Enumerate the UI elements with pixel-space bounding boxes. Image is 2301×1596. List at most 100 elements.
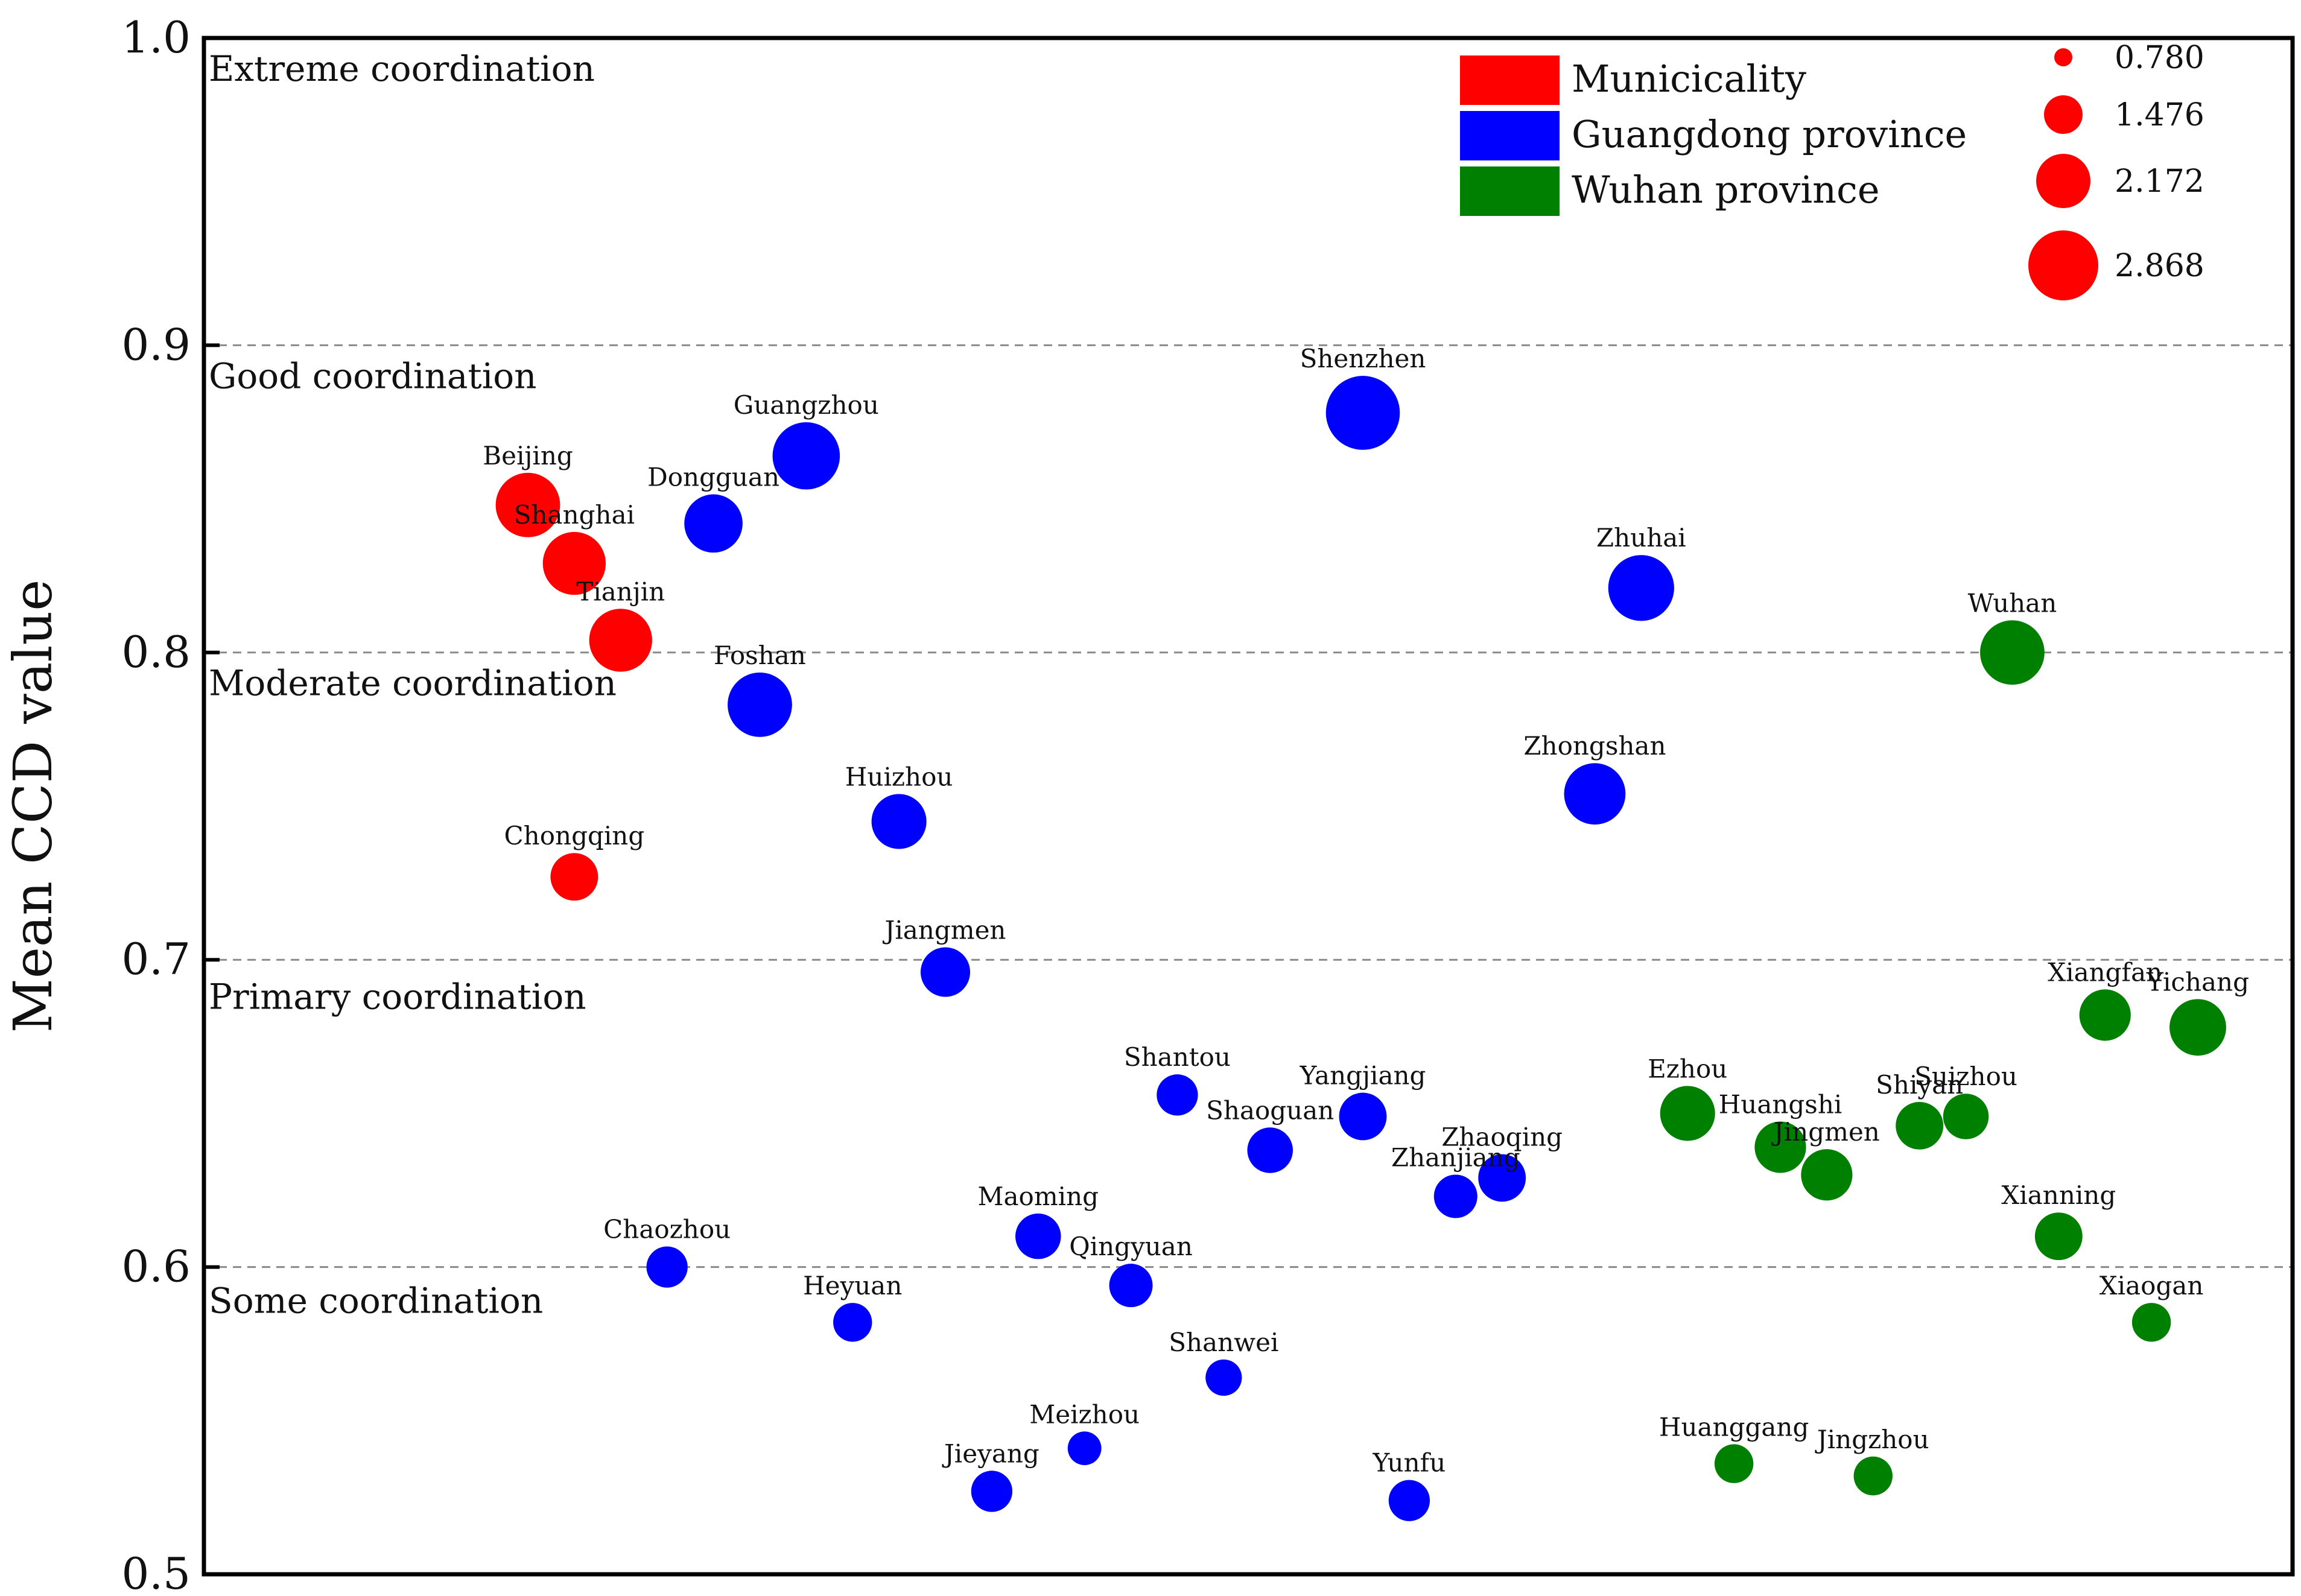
data-point-huanggang [1714,1444,1754,1483]
city-label: Maoming [978,1182,1099,1211]
city-label: Zhuhai [1596,523,1686,553]
data-point-shenzhen [1325,376,1400,450]
city-label: Jingmen [1771,1117,1880,1147]
data-point-jingzhou [1853,1456,1893,1496]
city-label: Huangshi [1719,1089,1842,1119]
city-label: Foshan [714,641,806,670]
city-label: Heyuan [803,1271,902,1300]
city-label: Yangjiang [1300,1061,1426,1091]
city-label: Ezhou [1648,1054,1727,1083]
legend: Municicality Guangdong province Wuhan prov… [1460,40,2204,300]
y-axis-title: Mean CCD value [2,580,64,1033]
band-label: Extreme coordination [209,48,595,89]
band-label: Good coordination [209,355,537,396]
legend-size-label: 1.476 [2115,97,2204,133]
data-point-ezhou [1660,1086,1715,1141]
city-label: Xiaogan [2099,1271,2204,1300]
legend-label-wuhan: Wuhan province [1572,168,1880,212]
legend-size-circle [2028,230,2098,300]
data-point-dongguan [684,494,743,553]
legend-size-circle [2036,154,2090,208]
city-label: Shiyan [1876,1070,1963,1100]
city-label: Jingzhou [1815,1425,1929,1454]
coordination-band-labels: Extreme coordination Good coordination Mod… [209,48,617,1322]
city-label: Zhanjiang [1391,1142,1520,1172]
city-label: Shantou [1124,1042,1231,1072]
city-label: Xiangfan [2048,957,2162,987]
legend-size-circle [2044,95,2083,134]
city-label: Yunfu [1372,1448,1446,1478]
data-point-zhongshan [1564,763,1626,825]
city-label: Shanghai [514,500,635,530]
data-point-shanwei [1205,1359,1242,1396]
city-label: Guangzhou [734,390,879,420]
data-point-zhaoqing [1478,1154,1526,1202]
data-point-huangshi [1754,1121,1806,1173]
data-point-jieyang [971,1471,1013,1512]
band-label: Some coordination [209,1281,543,1322]
data-point-xianning [2034,1212,2083,1261]
city-label: Zhaoqing [1441,1122,1563,1151]
y-tick-label: 0.8 [121,627,191,677]
legend-label-guangdong: Guangdong province [1572,112,1967,156]
legend-size-circle [2054,48,2072,66]
data-point-shanghai [542,531,606,595]
legend-swatch-wuhan [1460,166,1560,216]
y-tick-label: 0.6 [121,1241,191,1292]
city-label: Zhongshan [1523,731,1666,761]
y-tick-label: 0.7 [121,934,191,984]
data-point-foshan [728,673,792,737]
band-label: Moderate coordination [209,663,617,704]
data-point-jiangmen [920,947,971,997]
data-point-yunfu [1388,1480,1430,1521]
legend-size-label: 2.868 [2115,248,2204,284]
data-point-tianjin [589,609,652,672]
band-label: Primary coordination [209,976,586,1017]
data-point-yangjiang [1339,1092,1387,1141]
data-point-wuhan [1980,620,2045,685]
city-label: Shaoguan [1206,1095,1334,1125]
legend-swatch-municipality [1460,55,1560,105]
data-point-yichang [2169,999,2226,1056]
data-point-meizhou [1067,1431,1102,1466]
city-label: Shenzhen [1300,344,1426,373]
city-labels: Beijing Shanghai Tianjin Chongqing Guangzhou… [483,344,2249,1477]
city-label: Dongguan [647,463,779,492]
data-point-shantou [1157,1074,1198,1116]
grid-lines [204,344,2293,1268]
y-tick-label: 0.9 [121,319,191,370]
city-label: Beijing [483,441,573,470]
city-label: Huizhou [845,762,953,791]
legend-size-label: 2.172 [2115,163,2204,200]
city-label: Chongqing [504,821,645,850]
data-point-qingyuan [1109,1264,1153,1308]
data-point-shiyan [1896,1101,1944,1150]
y-tick-label: 1.0 [121,12,191,63]
city-label: Jieyang [942,1439,1039,1468]
y-tick-label: 0.5 [121,1548,191,1596]
data-point-beijing [495,472,560,537]
data-point-guangzhou [772,422,840,490]
data-point-shaoguan [1247,1127,1293,1173]
city-label: Jiangmen [883,916,1006,945]
city-label: Qingyuan [1069,1232,1193,1261]
city-label: Shanwei [1169,1328,1278,1357]
city-label: Xianning [2001,1180,2116,1210]
city-label: Huanggang [1659,1412,1809,1442]
plot-area-frame [202,36,2295,1577]
data-point-jingmen [1801,1149,1853,1201]
city-label: Suizhou [1914,1062,2017,1091]
data-point-heyuan [833,1303,872,1342]
legend-swatch-guangdong [1460,111,1560,160]
city-label: Wuhan [1968,588,2057,618]
data-point-xiangfan [2079,989,2131,1041]
city-label: Tianjin [576,577,665,606]
data-point-huizhou [871,794,927,849]
data-point-maoming [1015,1213,1061,1259]
data-point-suizhou [1943,1094,1989,1139]
data-point-chaozhou [646,1246,688,1288]
y-axis-ticks: 0.5 0.6 0.7 0.8 0.9 1.0 [121,12,220,1596]
city-label: Yichang [2146,967,2249,996]
data-point-xiaogan [2131,1303,2171,1342]
